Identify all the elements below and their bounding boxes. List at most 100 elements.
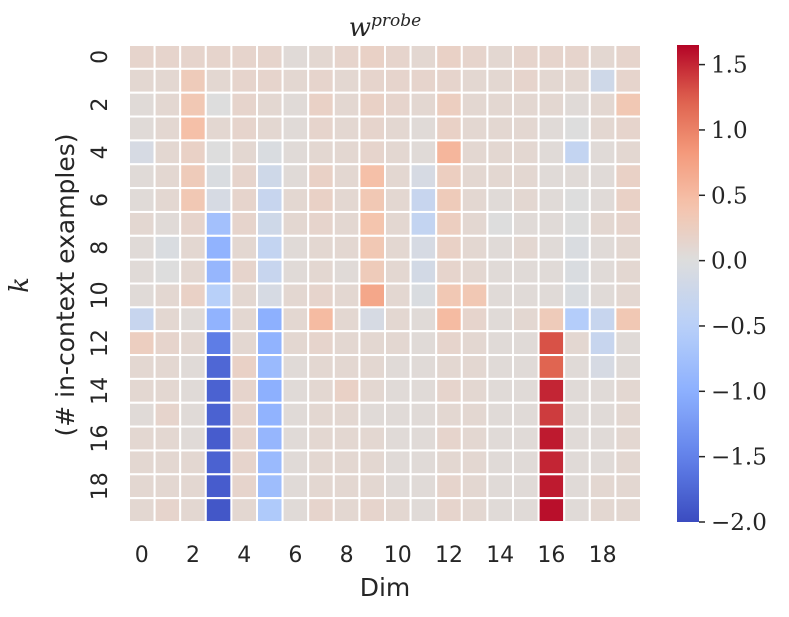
- heatmap-cell: [179, 473, 207, 500]
- heatmap-cell: [460, 115, 489, 142]
- heatmap-cell: [358, 234, 386, 261]
- heatmap-cell: [128, 401, 156, 428]
- heatmap-cell: [307, 187, 335, 213]
- colorbar-ticks: 1.5 1.0 0.5 0.0 −0.5 −1.0 −1.5 −2.0: [699, 53, 767, 536]
- heatmap-cell: [128, 377, 156, 404]
- heatmap-cell: [409, 282, 438, 309]
- heatmap-cell: [256, 330, 284, 357]
- heatmap-cell: [435, 234, 463, 261]
- heatmap-cell: [460, 330, 489, 357]
- x-tick-label: 2: [186, 543, 200, 568]
- heatmap-cell: [409, 91, 438, 118]
- heatmap-cell: [588, 258, 617, 285]
- heatmap-cell: [230, 234, 258, 261]
- heatmap-cell: [537, 306, 566, 333]
- heatmap-cell: [486, 44, 514, 70]
- heatmap-cell: [256, 401, 284, 428]
- heatmap-cell: [230, 258, 258, 285]
- colorbar-tick-label: 1.5: [711, 53, 748, 79]
- heatmap-cell: [256, 187, 284, 213]
- heatmap-cell: [563, 449, 591, 476]
- heatmap-cell: [460, 425, 489, 452]
- heatmap-cell: [563, 497, 591, 523]
- heatmap-cell: [179, 139, 207, 166]
- heatmap-cell: [128, 210, 156, 237]
- heatmap-cell: [153, 91, 182, 118]
- heatmap-cell: [230, 163, 258, 190]
- heatmap-cell: [128, 282, 156, 309]
- heatmap-cell: [486, 234, 514, 261]
- heatmap-cell: [409, 67, 438, 94]
- heatmap-cell: [460, 306, 489, 333]
- heatmap-cell: [512, 401, 540, 428]
- colorbar-tick-label: 0.0: [711, 249, 748, 275]
- heatmap-cell: [358, 354, 386, 380]
- heatmap-cell: [204, 354, 233, 380]
- heatmap-cell: [332, 67, 361, 94]
- colorbar-tick-label: −1.5: [711, 445, 767, 471]
- y-tick-labels: 0 2 4 6 8 10 12 14 16 18: [88, 50, 113, 500]
- heatmap-cell: [256, 234, 284, 261]
- heatmap-cell: [537, 67, 566, 94]
- heatmap-cell: [307, 210, 335, 237]
- colorbar-tick-label: −2.0: [711, 510, 767, 536]
- heatmap-cell: [204, 497, 233, 523]
- heatmap-cell: [332, 377, 361, 404]
- heatmap-cell: [512, 449, 540, 476]
- heatmap-cell: [256, 473, 284, 500]
- heatmap-cell: [128, 139, 156, 166]
- heatmap-cell: [486, 473, 514, 500]
- heatmap-cell: [230, 377, 258, 404]
- heatmap-cell: [204, 187, 233, 213]
- heatmap-cell: [486, 449, 514, 476]
- heatmap-cell: [128, 425, 156, 452]
- heatmap-cell: [435, 258, 463, 285]
- heatmap-cell: [204, 449, 233, 476]
- x-tick-label: 8: [340, 543, 354, 568]
- heatmap-cells: [128, 44, 643, 523]
- heatmap-cell: [307, 258, 335, 285]
- heatmap-cell: [230, 282, 258, 309]
- heatmap-cell: [563, 44, 591, 70]
- heatmap-cell: [179, 91, 207, 118]
- heatmap-cell: [281, 449, 310, 476]
- heatmap-cell: [563, 258, 591, 285]
- heatmap-cell: [588, 115, 617, 142]
- heatmap-cell: [256, 44, 284, 70]
- heatmap-cell: [512, 210, 540, 237]
- heatmap-cell: [230, 473, 258, 500]
- heatmap-cell: [537, 497, 566, 523]
- heatmap-cell: [153, 139, 182, 166]
- heatmap-cell: [512, 91, 540, 118]
- heatmap-cell: [384, 234, 412, 261]
- heatmap-cell: [332, 449, 361, 476]
- heatmap-cell: [358, 258, 386, 285]
- heatmap-cell: [563, 473, 591, 500]
- heatmap-cell: [563, 377, 591, 404]
- heatmap-cell: [537, 210, 566, 237]
- heatmap-cell: [588, 163, 617, 190]
- heatmap-cell: [153, 115, 182, 142]
- heatmap-cell: [537, 377, 566, 404]
- heatmap-cell: [563, 354, 591, 380]
- heatmap-cell: [128, 449, 156, 476]
- y-axis-label-symbol: k: [5, 277, 35, 293]
- heatmap-cell: [384, 282, 412, 309]
- heatmap-cell: [179, 258, 207, 285]
- heatmap-cell: [179, 67, 207, 94]
- heatmap-cell: [281, 163, 310, 190]
- heatmap-cell: [307, 67, 335, 94]
- heatmap-cell: [307, 497, 335, 523]
- heatmap-cell: [281, 401, 310, 428]
- heatmap-cell: [230, 330, 258, 357]
- heatmap-cell: [588, 91, 617, 118]
- heatmap-cell: [486, 163, 514, 190]
- heatmap-cell: [512, 139, 540, 166]
- heatmap-cell: [358, 282, 386, 309]
- heatmap-cell: [153, 425, 182, 452]
- heatmap-cell: [179, 425, 207, 452]
- heatmap-cell: [537, 330, 566, 357]
- heatmap-cell: [307, 449, 335, 476]
- heatmap-cell: [563, 282, 591, 309]
